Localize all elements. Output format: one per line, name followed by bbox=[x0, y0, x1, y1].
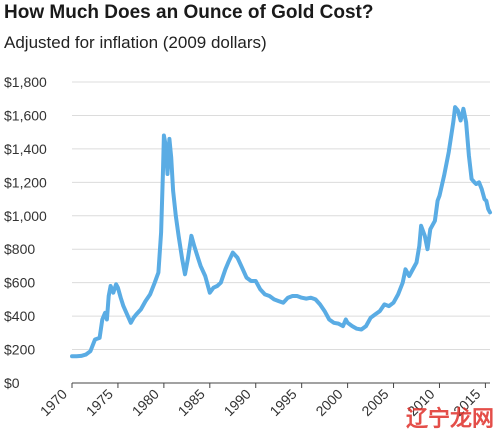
x-tick-label: 2000 bbox=[312, 386, 345, 419]
grid-lines bbox=[72, 81, 490, 351]
x-tick-label: 1995 bbox=[266, 386, 299, 419]
x-tick-label: 2005 bbox=[358, 386, 391, 419]
y-tick-label: $200 bbox=[4, 342, 35, 358]
x-tick-label: 1975 bbox=[83, 386, 116, 419]
y-axis-ticks: $0 $200 $400 $600 $800 $1,000 $1,200 $1,400 $1,6… bbox=[4, 74, 47, 391]
x-tick-label: 1990 bbox=[221, 386, 254, 419]
series-group bbox=[70, 105, 492, 359]
y-tick-label: $400 bbox=[4, 308, 35, 324]
y-tick-label: $1,800 bbox=[4, 74, 47, 90]
x-tick-label: 1970 bbox=[37, 386, 70, 419]
y-tick-label: $1,000 bbox=[4, 208, 47, 224]
series-line-gold-price bbox=[70, 105, 492, 359]
y-tick-label: $0 bbox=[4, 375, 20, 391]
y-tick-label: $1,400 bbox=[4, 141, 47, 157]
y-tick-label: $1,200 bbox=[4, 174, 47, 190]
chart-title: How Much Does an Ounce of Gold Cost? bbox=[4, 2, 374, 23]
x-tick-label: 1980 bbox=[129, 386, 162, 419]
y-tick-label: $800 bbox=[4, 241, 35, 257]
y-tick-label: $1,600 bbox=[4, 107, 47, 123]
chart-subtitle: Adjusted for inflation (2009 dollars) bbox=[4, 33, 267, 52]
watermark-logo: 辽宁龙网 bbox=[405, 407, 494, 432]
y-tick-label: $600 bbox=[4, 275, 35, 291]
x-tick-label: 1985 bbox=[175, 386, 208, 419]
